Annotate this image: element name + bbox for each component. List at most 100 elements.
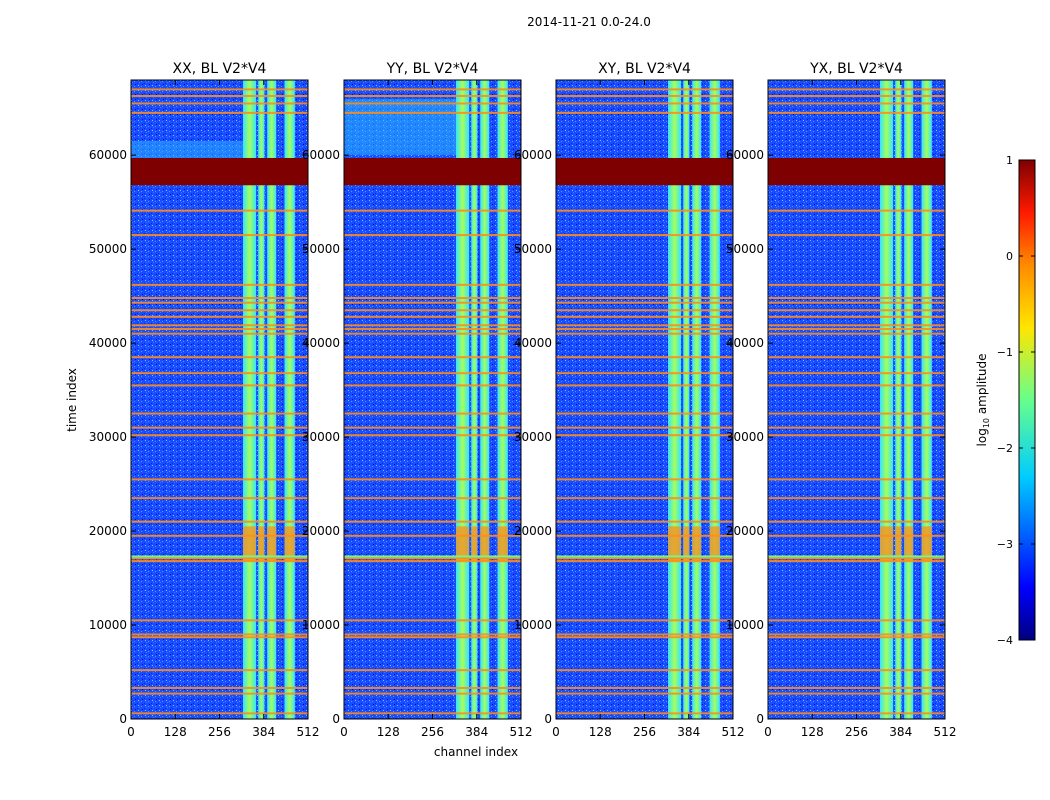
rfi-line: [768, 209, 945, 212]
rfi-line: [556, 633, 733, 636]
panels: XX, BL V2*V4 0 128 256 384 512 0 10000 20000 3000…: [89, 61, 957, 739]
rfi-line: [344, 712, 521, 715]
x-axis-label: channel index: [434, 745, 518, 759]
rfi-line: [344, 102, 521, 105]
rfi-line: [556, 301, 733, 304]
rfi-line: [768, 309, 945, 312]
rfi-line: [768, 356, 945, 359]
rfi-line: [344, 692, 521, 695]
rfi-line: [768, 384, 945, 387]
rfi-line: [131, 111, 308, 114]
panel-title: YY, BL V2*V4: [386, 61, 479, 77]
strong-signal-region: [692, 526, 702, 562]
x-tick-label: 256: [633, 725, 656, 739]
rfi-line: [344, 309, 521, 312]
rfi-line: [768, 111, 945, 114]
rfi-line: [768, 636, 945, 639]
y-tick-label: 10000: [514, 618, 552, 632]
rfi-line: [131, 309, 308, 312]
y-tick-label: 0: [756, 712, 764, 726]
panel-1: XX, BL V2*V4 0 128 256 384 512 0 10000 20000 3000…: [89, 61, 320, 739]
rfi-line: [131, 633, 308, 636]
rfi-line: [344, 356, 521, 359]
strong-signal-region: [683, 526, 690, 562]
colorbar-ticks: 1 0 −1 −2 −3 −4: [997, 154, 1035, 647]
rfi-line: [556, 332, 733, 335]
signal-band: [692, 80, 702, 719]
figure-suptitle: 2014-11-21 0.0-24.0: [527, 15, 651, 29]
y-tick-label: 30000: [514, 430, 552, 444]
rfi-line: [131, 478, 308, 481]
strong-signal-region: [284, 526, 295, 562]
rfi-line: [768, 372, 945, 375]
y-tick-label: 60000: [726, 148, 764, 162]
rfi-line: [131, 686, 308, 689]
rfi-line: [556, 557, 733, 560]
rfi-line: [768, 297, 945, 300]
rfi-line: [768, 478, 945, 481]
strong-signal-region: [904, 526, 914, 562]
heatmap-background: [344, 80, 521, 719]
y-tick-label: 20000: [514, 524, 552, 538]
colorbar-label: log10 amplitude: [975, 354, 991, 447]
rfi-line: [131, 534, 308, 537]
rfi-line: [768, 102, 945, 105]
y-tick-label: 40000: [514, 336, 552, 350]
rfi-line: [344, 301, 521, 304]
rfi-line: [131, 434, 308, 437]
saturated-block: [131, 157, 308, 186]
rfi-line: [556, 412, 733, 415]
signal-band: [921, 80, 932, 719]
rfi-line: [556, 315, 733, 318]
x-tick-label: 512: [722, 725, 745, 739]
rfi-line: [344, 560, 521, 563]
rfi-line: [768, 686, 945, 689]
rfi-line: [344, 94, 521, 97]
colorbar-tick-label: 0: [1006, 250, 1013, 263]
rfi-line: [556, 297, 733, 300]
rfi-line: [131, 557, 308, 560]
x-tick-label: 0: [127, 725, 135, 739]
x-tick-label: 0: [340, 725, 348, 739]
rfi-broadband: [768, 555, 945, 559]
y-tick-label: 50000: [302, 242, 340, 256]
signal-band: [895, 80, 902, 719]
rfi-line: [556, 636, 733, 639]
rfi-line: [768, 669, 945, 672]
rfi-line: [556, 669, 733, 672]
rfi-line: [556, 356, 733, 359]
rfi-line: [768, 520, 945, 523]
rfi-line: [556, 497, 733, 500]
y-tick-label: 40000: [726, 336, 764, 350]
colorbar-tick-label: −4: [997, 634, 1013, 647]
signal-band: [497, 80, 508, 719]
rfi-line: [556, 111, 733, 114]
panel-title: XX, BL V2*V4: [173, 61, 267, 77]
rfi-line: [556, 324, 733, 327]
y-tick-label: 10000: [726, 618, 764, 632]
saturated-block: [556, 157, 733, 186]
y-tick-label: 10000: [89, 618, 127, 632]
rfi-line: [131, 692, 308, 695]
rfi-broadband: [556, 555, 733, 559]
rfi-line: [344, 557, 521, 560]
upper-noise-region: [344, 98, 457, 156]
rfi-line: [131, 356, 308, 359]
rfi-line: [344, 520, 521, 523]
rfi-line: [556, 712, 733, 715]
rfi-line: [131, 426, 308, 429]
y-tick-label: 60000: [89, 148, 127, 162]
rfi-line: [344, 324, 521, 327]
rfi-line: [344, 372, 521, 375]
rfi-line: [344, 283, 521, 286]
rfi-line: [556, 426, 733, 429]
rfi-line: [131, 324, 308, 327]
rfi-line: [768, 534, 945, 537]
y-tick-label: 0: [544, 712, 552, 726]
signal-band: [258, 80, 265, 719]
rfi-line: [131, 669, 308, 672]
x-tick-label: 384: [889, 725, 912, 739]
rfi-line: [556, 328, 733, 331]
panel-title: YX, BL V2*V4: [809, 61, 903, 77]
rfi-line: [131, 328, 308, 331]
